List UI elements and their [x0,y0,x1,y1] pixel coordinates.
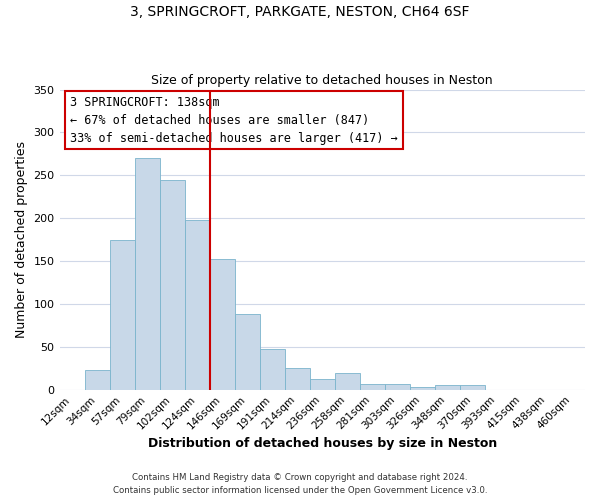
Text: 3 SPRINGCROFT: 138sqm
← 67% of detached houses are smaller (847)
33% of semi-det: 3 SPRINGCROFT: 138sqm ← 67% of detached … [70,96,398,144]
Bar [435,386,460,390]
Bar [460,386,485,390]
Bar [410,387,435,390]
Y-axis label: Number of detached properties: Number of detached properties [15,141,28,338]
X-axis label: Distribution of detached houses by size in Neston: Distribution of detached houses by size … [148,437,497,450]
Bar [160,180,185,390]
Bar [209,258,235,390]
Bar [235,314,260,390]
Bar [134,158,160,390]
Bar [360,384,385,390]
Title: Size of property relative to detached houses in Neston: Size of property relative to detached ho… [151,74,493,87]
Bar [185,220,209,390]
Text: 3, SPRINGCROFT, PARKGATE, NESTON, CH64 6SF: 3, SPRINGCROFT, PARKGATE, NESTON, CH64 6… [130,5,470,19]
Bar [285,368,310,390]
Bar [310,378,335,390]
Bar [85,370,110,390]
Text: Contains HM Land Registry data © Crown copyright and database right 2024.
Contai: Contains HM Land Registry data © Crown c… [113,474,487,495]
Bar [385,384,410,390]
Bar [110,240,134,390]
Bar [260,350,285,390]
Bar [335,372,360,390]
